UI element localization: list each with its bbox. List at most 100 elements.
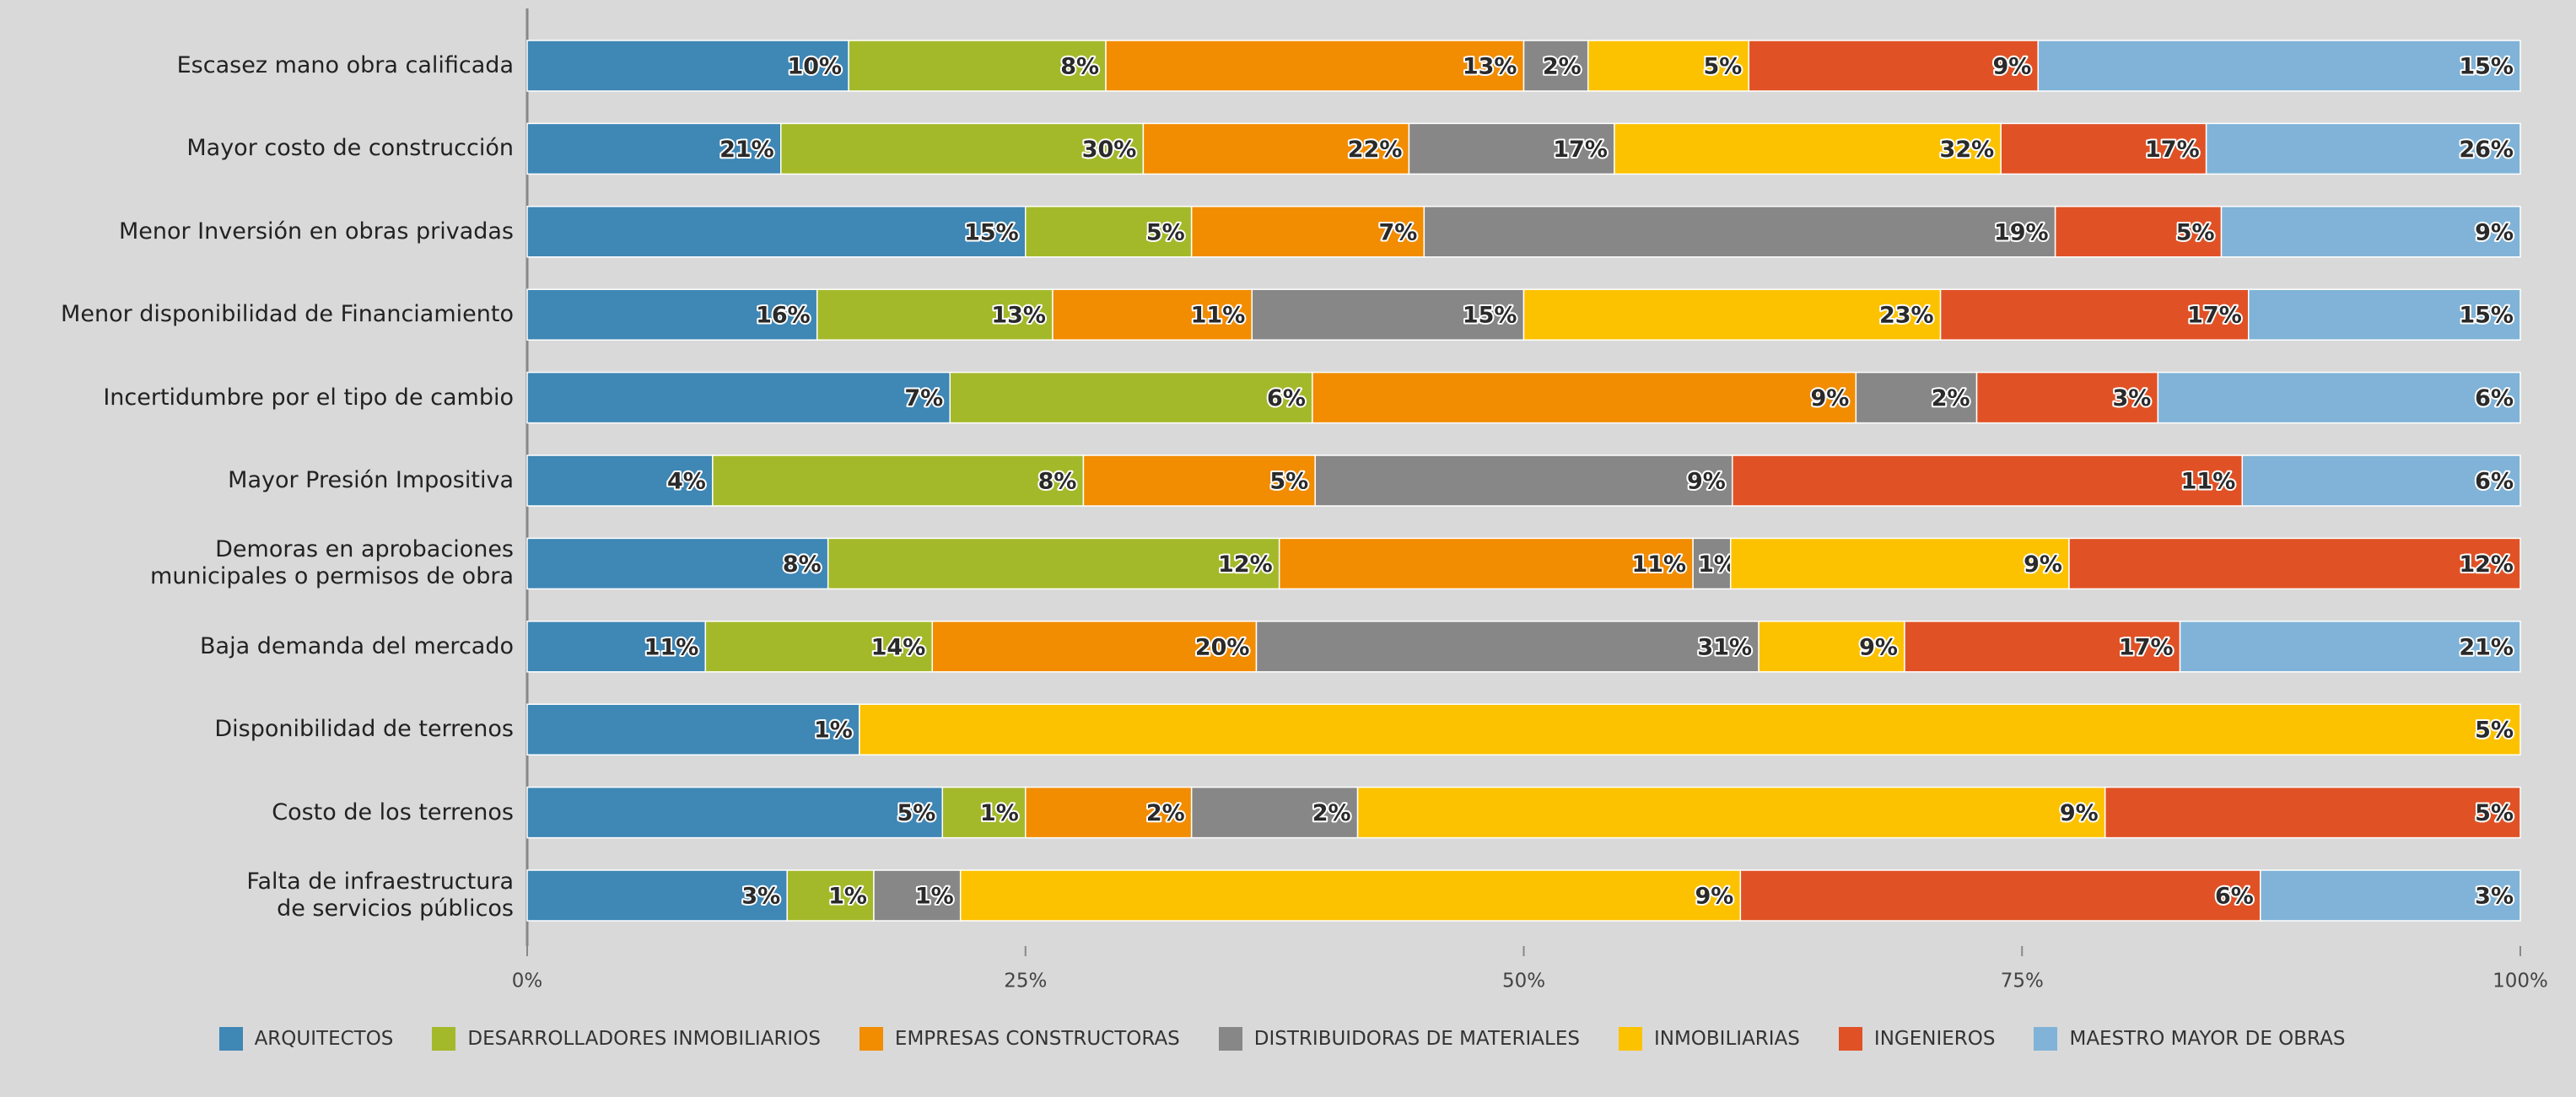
data-label: 20% [1195,634,1250,660]
data-label: 11% [1631,551,1686,578]
data-label: 9% [1992,54,2031,80]
data-label: 5% [2475,718,2514,744]
bar-segment [1105,40,1525,92]
x-tick-label: 25% [1004,971,1047,992]
data-label: 15% [964,219,1019,245]
data-label: 9% [1859,634,1898,660]
data-label: 5% [1146,219,1185,245]
data-label: 22% [1348,137,1403,163]
data-label: 9% [1695,884,1734,910]
bar-segment [2241,454,2521,507]
legend-label: DESARROLLADORES INMOBILIARIOS [467,1028,821,1050]
data-label: 6% [2475,385,2514,411]
data-label: 11% [1191,303,1246,329]
bar-segment [1758,621,1905,673]
bar-segment [1748,40,2040,92]
data-label: 17% [2145,137,2200,163]
bar-segment [827,537,1280,590]
bar-segment [1052,288,1253,341]
legend-swatch [218,1027,243,1051]
category-label: Menor disponibilidad de Financiamiento [61,301,514,328]
data-label: 6% [1267,385,1306,411]
data-label: 9% [2024,551,2062,578]
data-label: 1% [828,884,867,910]
bar-segment [526,122,782,175]
bar-segment [1522,288,1942,341]
bar-segment [1423,206,2056,258]
bar-segment [2260,869,2521,922]
bar-segment [526,371,951,424]
bar-segment [712,454,1085,507]
data-label: 2% [1543,54,1582,80]
data-label: 10% [787,54,842,80]
category-label: Mayor costo de construcción [186,135,514,162]
bar-segment [2220,206,2521,258]
bar-segment [1614,122,2002,175]
data-label: 9% [2475,219,2514,245]
category-label: Mayor Presión Impositiva [228,467,514,493]
legend-item: DISTRIBUIDORAS DE MATERIALES [1218,1027,1580,1051]
data-label: 2% [1312,800,1351,826]
x-tick-label: 100% [2492,971,2548,992]
bar-segment [526,206,1027,258]
data-label: 13% [1463,54,1517,80]
data-label: 5% [2475,800,2514,826]
data-label: 8% [783,551,822,578]
bar-segment [526,869,788,922]
data-label: 4% [667,469,706,495]
bar-segment [2205,122,2521,175]
legend-swatch [1838,1027,1862,1051]
data-label: 8% [1060,54,1099,80]
data-label: 3% [2475,884,2514,910]
data-label: 1% [814,718,853,744]
data-label: 17% [1553,137,1608,163]
data-label: 1% [915,884,954,910]
legend-item: MAESTRO MAYOR DE OBRAS [2034,1027,2345,1051]
bar-segment [1522,40,1589,92]
data-label: 11% [2181,469,2236,495]
data-label: 15% [1463,303,1517,329]
x-tick-label: 75% [2001,971,2044,992]
legend-label: MAESTRO MAYOR DE OBRAS [2069,1028,2346,1050]
data-label: 30% [1082,137,1137,163]
bar-segment [1904,621,2181,673]
data-label: 7% [1379,219,1418,245]
category-label: Disponibilidad de terrenos [214,716,514,743]
bar-segment [1732,454,2244,507]
data-label: 21% [719,137,774,163]
data-label: 23% [1879,303,1934,329]
data-label: 17% [2119,634,2174,660]
data-label: 9% [1810,385,1849,411]
legend-item: INGENIEROS [1838,1027,1995,1051]
data-label: 9% [1687,469,1726,495]
bar-segment [2104,786,2521,839]
data-label: 12% [1218,551,1273,578]
x-tick-label: 0% [512,971,543,992]
bar-segment [1312,371,1857,424]
data-label: 7% [904,385,943,411]
bar-segment [526,537,829,590]
bar-segment [526,288,818,341]
data-label: 1% [980,800,1019,826]
data-label: 6% [2475,469,2514,495]
legend-swatch [1218,1027,1242,1051]
bar-segment [1356,786,2106,839]
bar-segment [1587,40,1750,92]
data-label: 9% [2060,800,2099,826]
data-label: 13% [991,303,1046,329]
bar-segment [1408,122,1615,175]
legend-swatch [1618,1027,1642,1051]
data-label: 32% [1940,137,1995,163]
bar-segment [779,122,1145,175]
bar-segment [1025,786,1193,839]
legend-item: ARQUITECTOS [218,1027,393,1051]
data-label: 2% [1932,385,1970,411]
legend-label: EMPRESAS CONSTRUCTORAS [894,1028,1180,1050]
legend-swatch [432,1027,456,1051]
bar-segment [931,621,1258,673]
data-label: 3% [741,884,780,910]
data-label: 31% [1697,634,1752,660]
legend-item: INMOBILIARIAS [1618,1027,1800,1051]
category-label: Menor Inversión en obras privadas [118,218,514,245]
